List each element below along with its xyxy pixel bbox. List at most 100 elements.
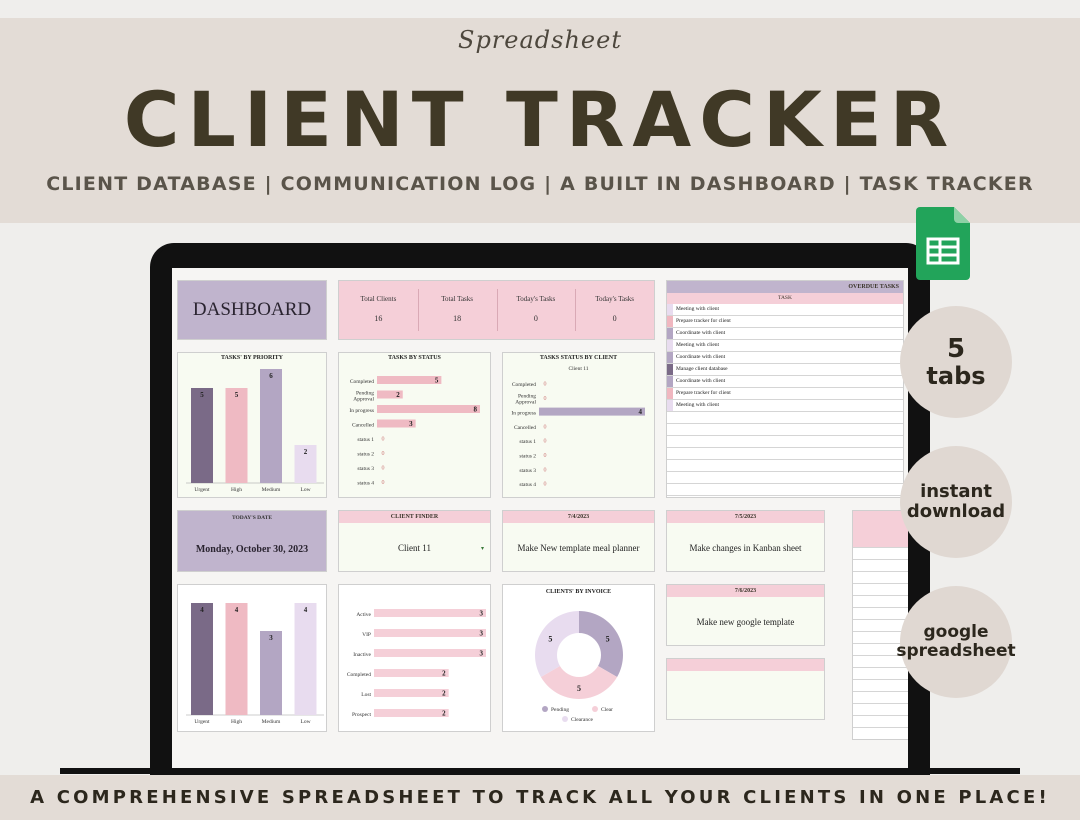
bar-value-label: 5 (200, 391, 204, 399)
row-color-marker (667, 304, 673, 315)
task-card-text: Make new google template (696, 617, 795, 627)
kpi-label: Today's Tasks (595, 295, 635, 303)
badge-line1: instant (920, 481, 992, 503)
row-color-marker (667, 328, 673, 339)
task-card: 7/4/2023 Make New template meal planner (502, 510, 655, 572)
bar-high (225, 388, 248, 483)
side-line (853, 571, 908, 572)
overdue-row (667, 424, 903, 436)
bar-active (374, 609, 486, 617)
bar-value-label: 0 (382, 451, 385, 457)
kpi-value: 0 (612, 314, 617, 323)
task-card-date: 7/6/2023 (667, 585, 824, 597)
kpi-label: Total Clients (360, 295, 397, 303)
y-tick-label: status 3 (519, 468, 536, 474)
bar-value-label: 8 (474, 406, 478, 414)
side-line (853, 691, 908, 692)
todays-date-value: Monday, October 30, 2023 (195, 544, 309, 555)
y-tick-label: Pending (356, 391, 374, 397)
overdue-row: Coordinate with client (667, 376, 903, 388)
overdue-task-text: Meeting with client (676, 342, 720, 348)
priority-chart-svg: 5 Urgent 5 High 6 Medium 2 Low (186, 369, 324, 493)
kpi-total-clients: Total Clients 16 (339, 281, 418, 339)
overdue-row: Meeting with client (667, 400, 903, 412)
side-panel (852, 510, 908, 740)
legend-label: Pending (551, 707, 569, 713)
x-tick-label: Medium (262, 719, 281, 725)
bar-value-label: 4 (200, 606, 204, 614)
badge-line2: download (906, 501, 1006, 522)
y-tick-label: Active (356, 612, 371, 618)
banner-script: Spreadsheet (458, 26, 622, 54)
bar-value-label: 3 (480, 630, 484, 638)
bar-value-label: 0 (544, 482, 547, 488)
legend-label: Clear (601, 707, 613, 713)
bar-urgent (191, 388, 213, 483)
overdue-row: Coordinate with client (667, 328, 903, 340)
overdue-task-text: Prepare tracker for client (676, 390, 731, 396)
overdue-row: Meeting with client (667, 304, 903, 316)
side-line (853, 559, 908, 560)
bar-pending-approval (377, 390, 403, 399)
chart-title: TASKS STATUS BY CLIENT (539, 355, 618, 361)
bar-value-label: 0 (544, 396, 547, 402)
side-line (853, 727, 908, 728)
client-finder-select[interactable]: Client 11 (398, 543, 431, 553)
badge-line2: spreadsheet (896, 641, 1016, 661)
overdue-row: Coordinate with client (667, 352, 903, 364)
tabs-badge: 5 tabs (900, 306, 1012, 418)
side-line (853, 583, 908, 584)
y-tick-label: Cancelled (514, 425, 536, 431)
slice-clearance (535, 611, 579, 677)
bar-prospect (374, 709, 449, 717)
y-tick-label: Completed (512, 382, 536, 388)
bar-value-label: 3 (409, 420, 413, 428)
overdue-row (667, 412, 903, 424)
task-card: 7/5/2023 Make changes in Kanban sheet (666, 510, 825, 572)
kpi-label: Total Tasks (441, 295, 473, 303)
bar-low (294, 445, 317, 483)
laptop-base (60, 768, 1020, 774)
bar-in-progress (539, 407, 645, 416)
side-line (853, 655, 908, 656)
bar-value-label: 4 (639, 408, 643, 416)
row-color-marker (667, 352, 673, 363)
bar-value-label: 6 (269, 372, 273, 380)
kpi-value: 0 (533, 314, 538, 323)
side-line (853, 631, 908, 632)
dashboard-screen: DASHBOARD Total Clients 16 Total Tasks 18 … (172, 268, 908, 768)
bar-vip (374, 629, 486, 637)
clients-by-invoice-chart: CLIENTS' BY INVOICE 5 5 5 Pending Clear Clear… (502, 584, 655, 732)
row-color-marker (667, 364, 673, 375)
overdue-tasks-panel: OVERDUE TASKS TASK Meeting with client Pr… (666, 280, 904, 498)
x-tick-label: High (231, 719, 242, 725)
y-tick-label: In progress (349, 408, 374, 414)
overdue-task-text: Coordinate with client (676, 378, 726, 384)
overdue-task-text: Coordinate with client (676, 330, 726, 336)
legend-label: Clearance (571, 717, 594, 723)
dropdown-arrow-icon[interactable]: ▾ (480, 546, 484, 552)
todays-date-card: TODAY'S DATE Monday, October 30, 2023 (177, 510, 327, 572)
side-line (853, 715, 908, 716)
slice-clear (540, 666, 618, 699)
x-tick-label: Low (300, 719, 310, 725)
tasks-by-priority-chart: TASKS' BY PRIORITY 5 Urgent 5 High 6 Medium 2 L… (177, 352, 327, 498)
google-spreadsheet-badge: google spreadsheet (896, 586, 1016, 698)
x-tick-label: Medium (262, 487, 281, 493)
bar-low (294, 603, 317, 715)
kpi-divider (575, 289, 577, 331)
y-tick-label: status 4 (519, 482, 536, 488)
bar-value-label: 5 (235, 391, 239, 399)
overdue-row (667, 436, 903, 448)
chart-title: CLIENTS' BY INVOICE (545, 589, 612, 595)
side-line (853, 547, 908, 548)
overdue-row (667, 472, 903, 484)
bar-value-label: 0 (544, 453, 547, 459)
bar-value-label: 2 (442, 690, 446, 698)
kpi-value: 18 (453, 314, 462, 323)
banner-title: CLIENT TRACKER (123, 75, 957, 164)
y-tick-label: Inactive (353, 652, 371, 658)
bar-value-label: 3 (480, 650, 484, 658)
y-tick-label: VIP (362, 632, 371, 638)
kpi-total-tasks: Total Tasks 18 (418, 281, 497, 339)
